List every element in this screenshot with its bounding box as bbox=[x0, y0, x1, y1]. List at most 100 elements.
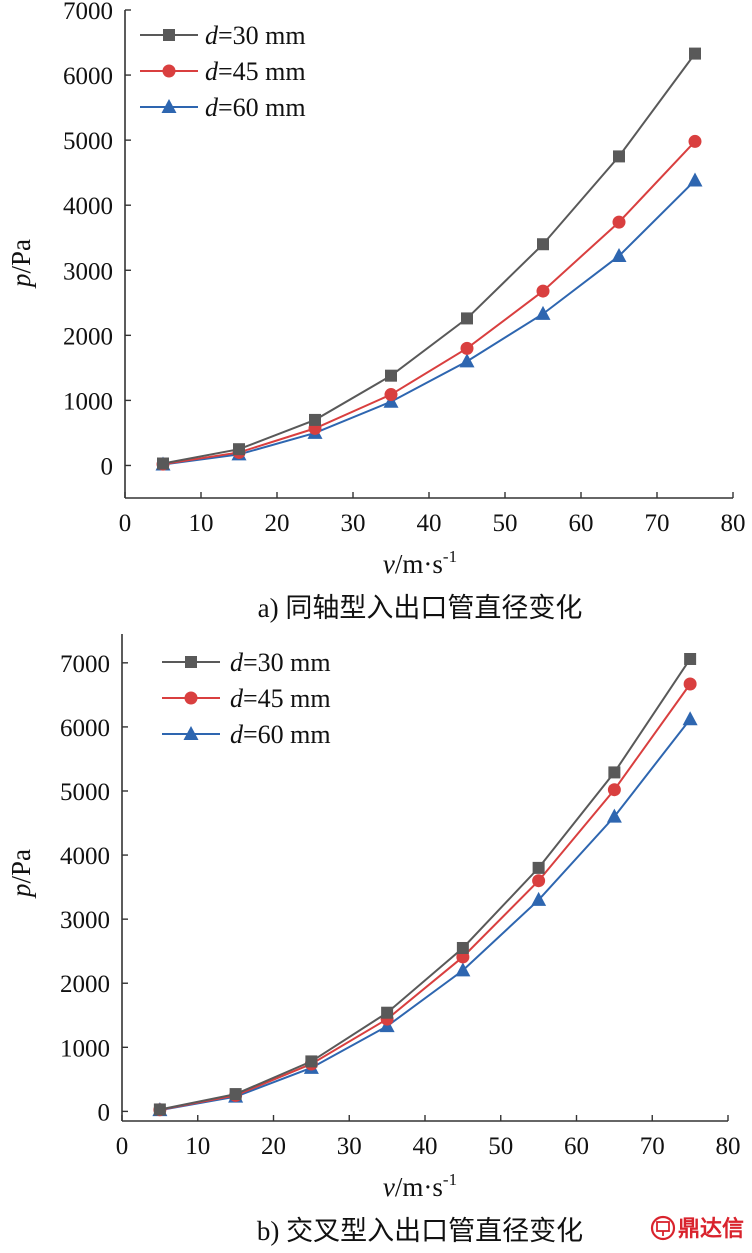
legend-name: =45 mm bbox=[243, 684, 331, 713]
legend-var: d bbox=[230, 720, 244, 749]
data-point-square bbox=[608, 766, 621, 779]
x-axis-title: v/m·s-1 bbox=[383, 1170, 457, 1202]
x-tick-label: 50 bbox=[488, 1133, 513, 1160]
series-line bbox=[159, 658, 691, 1111]
legend-marker-square bbox=[185, 656, 197, 668]
legend-name: =30 mm bbox=[243, 648, 331, 677]
caption-b: b) 交叉型入出口管直径变化 bbox=[257, 1216, 583, 1246]
y-tick-label: 0 bbox=[98, 1099, 111, 1126]
legend-var: d bbox=[230, 648, 244, 677]
series-0 bbox=[153, 652, 697, 1116]
legend-marker-circle bbox=[184, 691, 198, 705]
legend: d=30 mmd=45 mmd=60 mm bbox=[162, 648, 331, 749]
x-axis-title: v/m·s-1 bbox=[383, 547, 457, 579]
legend-item: d=60 mm bbox=[140, 93, 306, 122]
legend-var: d bbox=[205, 21, 219, 50]
y-axis-unit: /Pa bbox=[6, 849, 36, 884]
y-tick-label: 5000 bbox=[60, 779, 110, 806]
legend-label: d=60 mm bbox=[205, 93, 306, 122]
y-axis-title: p/Pa bbox=[6, 849, 36, 899]
legend-var: d bbox=[205, 93, 219, 122]
data-point-circle bbox=[532, 874, 546, 888]
y-axis-var: p bbox=[6, 884, 36, 900]
y-axis-title: p/Pa bbox=[6, 239, 36, 289]
x-axis-var: v bbox=[383, 1172, 395, 1202]
chart-b: 0 10 20 30 40 50 60 70 80 0 1000 2000 3000 4000 5000 60… bbox=[6, 634, 741, 1202]
x-axis-unit: /m·s bbox=[395, 1172, 443, 1202]
chart-a: 0 10 20 30 40 50 60 70 80 0 1000 2000 3000 4000 5000 60… bbox=[6, 0, 746, 579]
watermark: 鼎达信 bbox=[650, 1215, 744, 1242]
data-point-triangle bbox=[535, 305, 551, 320]
legend-item: d=30 mm bbox=[162, 648, 331, 677]
data-point-triangle bbox=[606, 808, 622, 823]
data-point-square bbox=[532, 861, 545, 874]
data-point-square bbox=[153, 1103, 166, 1116]
y-tick-label: 3000 bbox=[63, 258, 113, 285]
data-point-square bbox=[233, 443, 245, 456]
data-point-circle bbox=[688, 134, 702, 148]
x-tick-label: 0 bbox=[119, 510, 132, 537]
legend-item: d=45 mm bbox=[140, 57, 306, 86]
series-line bbox=[162, 53, 696, 465]
data-point-circle bbox=[460, 341, 474, 355]
data-point-circle bbox=[384, 388, 398, 402]
data-point-square bbox=[613, 150, 625, 163]
y-tick-label: 5000 bbox=[63, 128, 113, 155]
x-tick-label: 40 bbox=[417, 510, 442, 537]
y-tick-label: 6000 bbox=[63, 63, 113, 90]
x-tick-label: 70 bbox=[640, 1133, 665, 1160]
x-axis-exp: -1 bbox=[443, 547, 457, 566]
legend-marker-square bbox=[163, 29, 175, 41]
y-tick-label: 4000 bbox=[63, 193, 113, 220]
data-point-square bbox=[456, 941, 469, 954]
data-point-square bbox=[385, 369, 397, 382]
legend-label: d=45 mm bbox=[205, 57, 306, 86]
x-tick-label: 10 bbox=[185, 1133, 210, 1160]
legend-var: d bbox=[205, 57, 219, 86]
y-tick-label: 1000 bbox=[63, 388, 113, 415]
legend: d=30 mmd=45 mmd=60 mm bbox=[140, 21, 306, 122]
series-0 bbox=[157, 47, 701, 470]
legend-var: d bbox=[230, 684, 244, 713]
y-tick-label: 7000 bbox=[63, 0, 113, 25]
legend-label: d=30 mm bbox=[230, 648, 331, 677]
y-axis-unit: /Pa bbox=[6, 239, 36, 274]
data-point-triangle bbox=[531, 891, 547, 906]
series-line bbox=[159, 683, 691, 1111]
x-tick-label: 10 bbox=[189, 510, 214, 537]
data-point-triangle bbox=[459, 353, 475, 368]
y-tick-label: 1000 bbox=[60, 1035, 110, 1062]
x-tick-label: 70 bbox=[645, 510, 670, 537]
legend-marker-circle bbox=[162, 64, 176, 78]
data-point-square bbox=[309, 413, 321, 426]
legend-item: d=60 mm bbox=[162, 720, 331, 749]
y-axis-var: p bbox=[6, 274, 36, 290]
legend-label: d=60 mm bbox=[230, 720, 331, 749]
series-line bbox=[162, 140, 696, 466]
x-tick-label: 80 bbox=[721, 510, 746, 537]
x-tick-label: 30 bbox=[337, 1133, 362, 1160]
legend-name: =45 mm bbox=[218, 57, 306, 86]
x-axis-exp: -1 bbox=[443, 1170, 457, 1189]
data-point-circle bbox=[536, 284, 550, 298]
legend-item: d=30 mm bbox=[140, 21, 306, 50]
series-1 bbox=[156, 134, 702, 471]
data-point-triangle bbox=[611, 247, 627, 262]
data-point-triangle bbox=[455, 962, 471, 977]
data-point-square bbox=[537, 238, 549, 251]
y-tick-label: 3000 bbox=[60, 907, 110, 934]
x-tick-label: 60 bbox=[564, 1133, 589, 1160]
series-line bbox=[159, 718, 691, 1112]
y-tick-label: 0 bbox=[101, 453, 114, 480]
caption-a: a) 同轴型入出口管直径变化 bbox=[258, 593, 583, 623]
watermark-text: 鼎达信 bbox=[678, 1216, 744, 1242]
data-point-circle bbox=[607, 783, 621, 797]
data-point-square bbox=[689, 47, 701, 60]
data-point-square bbox=[684, 652, 697, 665]
x-tick-label: 50 bbox=[493, 510, 518, 537]
legend-name: =30 mm bbox=[218, 21, 306, 50]
x-axis-var: v bbox=[383, 549, 395, 579]
y-tick-label: 6000 bbox=[60, 715, 110, 742]
data-point-square bbox=[461, 312, 473, 325]
